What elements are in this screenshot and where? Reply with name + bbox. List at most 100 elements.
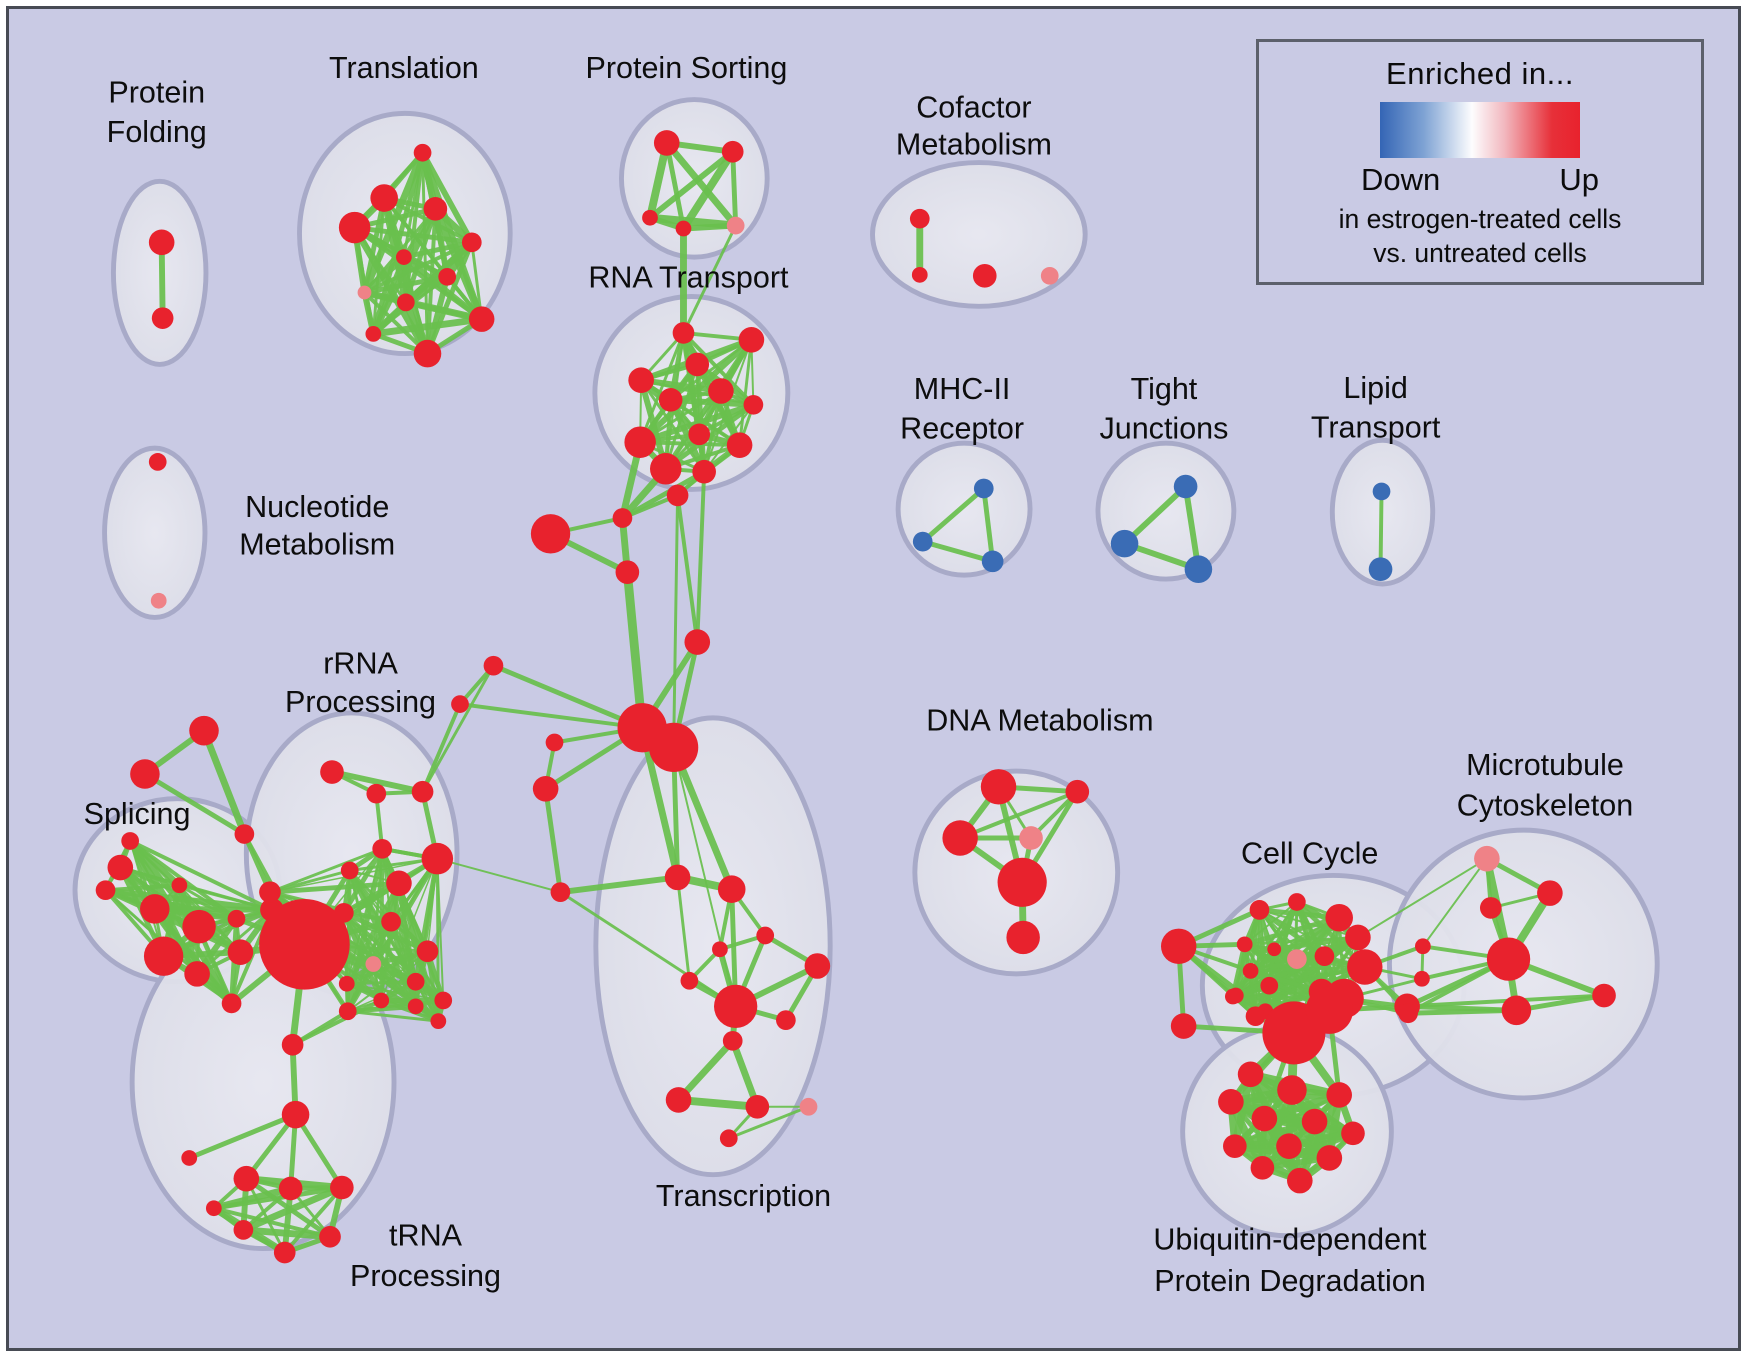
gene-set-node-mtp: [1474, 845, 1500, 872]
cluster-label-microtubule-cytoskeleton: Microtubule Cytoskeleton: [1457, 748, 1633, 822]
gene-set-node-hub2: [649, 722, 699, 773]
gene-set-node-t2: [370, 184, 398, 212]
gene-set-node-sp6: [184, 961, 210, 987]
gene-set-node-rr12: [338, 975, 355, 992]
gene-set-node-tc2: [281, 1100, 310, 1129]
gene-set-node-ub1: [1237, 1061, 1264, 1088]
edge: [211, 1185, 345, 1211]
gene-set-node-t6: [395, 249, 412, 265]
gene-set-node-tq4: [205, 1200, 222, 1217]
gene-set-node-rr13: [373, 992, 390, 1009]
edge: [675, 1037, 737, 1104]
gene-set-node-cc7: [1314, 946, 1335, 966]
edge: [1243, 901, 1298, 946]
cluster-label-splicing: Splicing: [84, 797, 191, 831]
gene-set-node-ps3: [642, 209, 658, 226]
legend-title: Enriched in...: [1386, 56, 1574, 91]
gene-set-node-L1: [545, 733, 564, 752]
gene-set-node-rr4: [340, 861, 359, 880]
gene-set-node-t9: [396, 293, 415, 312]
edge: [676, 875, 691, 983]
gene-set-node-rt9: [624, 426, 656, 458]
gene-set-node-tg2: [130, 759, 160, 789]
edge: [647, 148, 736, 221]
edge: [329, 769, 426, 795]
gene-set-node-rrbig: [421, 842, 454, 875]
edge: [380, 857, 439, 1002]
gene-set-node-dm5: [997, 857, 1047, 907]
edge: [682, 224, 738, 335]
edge: [142, 771, 247, 837]
gene-set-node-mtb: [1486, 937, 1531, 981]
edge: [1242, 915, 1342, 947]
edge: [369, 315, 486, 338]
legend-box: Enriched in... Down Up in estrogen-treat…: [1256, 39, 1704, 285]
edge: [695, 469, 707, 645]
edge: [370, 961, 441, 1024]
edge: [267, 880, 402, 895]
cluster-label-cofactor-metabolism: Cofactor Metabolism: [896, 90, 1052, 161]
gene-set-node-ub9: [1276, 1133, 1302, 1159]
gene-set-node-dm1: [980, 769, 1017, 805]
gene-set-node-rt11: [650, 453, 682, 485]
gene-set-node-mt3: [1501, 995, 1532, 1026]
edge: [290, 998, 384, 1047]
gene-set-node-bigL: [530, 514, 571, 554]
cluster-label-nucleotide-metabolism: Nucleotide Metabolism: [239, 490, 395, 561]
gene-set-node-rr3: [411, 780, 434, 803]
gene-set-node-mt6: [1398, 1003, 1418, 1024]
gene-set-node-rt1: [672, 322, 695, 344]
gene-set-node-nm2: [150, 592, 167, 609]
gene-set-node-ub5: [1251, 1105, 1278, 1132]
gene-set-node-rt4: [628, 367, 654, 393]
gene-set-node-cf1: [909, 208, 930, 229]
edge: [345, 980, 418, 986]
edge: [675, 493, 700, 645]
edge: [345, 856, 440, 1014]
gene-set-node-cf3: [972, 264, 997, 288]
gene-set-node-sp11: [95, 880, 116, 901]
edge: [401, 239, 475, 260]
gene-set-node-L2: [532, 775, 559, 802]
gene-set-node-tq1: [233, 1165, 260, 1192]
gene-set-node-tx11: [745, 1094, 770, 1119]
gene-set-node-tg1: [189, 715, 219, 746]
edge: [557, 874, 681, 896]
edge: [1513, 993, 1607, 1013]
gene-set-node-ch3: [666, 484, 689, 507]
gene-set-node-t4: [338, 211, 371, 244]
legend-subtitle-2: vs. untreated cells: [1373, 238, 1587, 268]
gene-set-node-rt12: [692, 459, 716, 484]
edge: [458, 702, 645, 730]
gene-set-node-t12: [365, 326, 382, 342]
gene-set-node-tj2: [1110, 529, 1139, 558]
gene-set-node-tx12: [799, 1097, 818, 1116]
gene-set-node-rt3: [685, 352, 710, 377]
cluster-label-rrna-processing: rRNA Processing: [285, 647, 436, 719]
edge: [1121, 483, 1189, 547]
gene-set-node-rr1: [320, 760, 344, 784]
gene-set-node-tg3: [234, 824, 255, 844]
gene-set-node-tx9: [722, 1030, 743, 1051]
gene-set-node-tx1: [664, 864, 691, 891]
gene-set-node-dm3: [942, 820, 978, 856]
gene-set-node-lp2: [1368, 557, 1393, 582]
gene-set-node-cf2: [911, 266, 928, 283]
edge: [200, 727, 248, 838]
node-layer: [95, 130, 1616, 1264]
edge: [672, 493, 680, 749]
edge: [362, 274, 450, 296]
gene-set-node-pf1: [148, 229, 175, 256]
cluster-ellipse-nucleotide-metabolism: [102, 445, 208, 620]
gene-set-node-lp1: [1372, 482, 1391, 501]
gene-set-node-tx5: [804, 953, 831, 979]
cluster-label-dna-metabolism: DNA Metabolism: [926, 704, 1153, 738]
gene-set-node-tx4: [712, 941, 728, 958]
gene-set-node-dm4: [1019, 826, 1043, 850]
edge: [388, 919, 419, 1009]
gene-set-node-sp2: [140, 894, 170, 924]
edge: [637, 401, 757, 446]
edge: [128, 838, 274, 912]
gene-set-node-sp4: [227, 909, 246, 928]
cluster-label-mhc-ii-receptor: MHC-II Receptor: [900, 372, 1024, 445]
